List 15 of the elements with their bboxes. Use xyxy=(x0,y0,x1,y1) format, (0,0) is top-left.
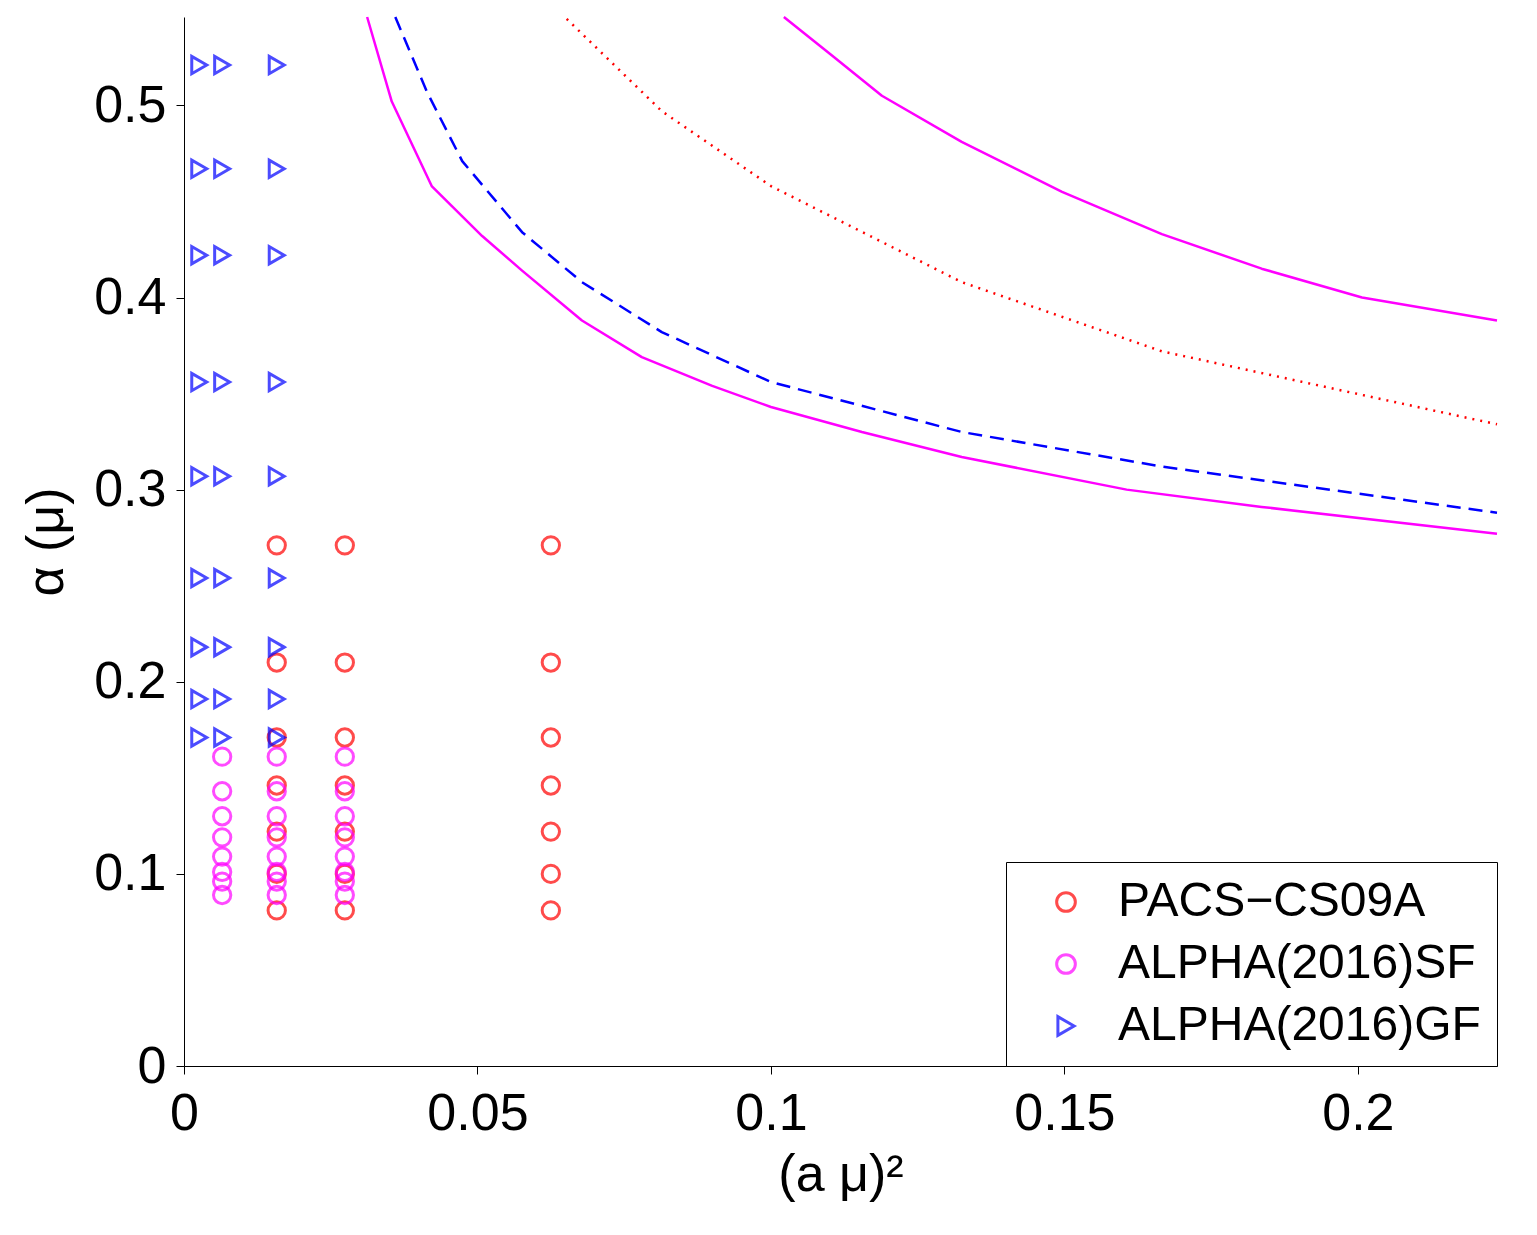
y-tick-label: 0.1 xyxy=(94,843,167,902)
y-tick-label: 0.2 xyxy=(94,651,167,710)
x-axis-title: (a μ)² xyxy=(778,1143,904,1202)
legend-label: PACS−CS09A xyxy=(1118,873,1426,926)
legend-label: ALPHA(2016)SF xyxy=(1118,935,1476,988)
x-tick-label: 0.05 xyxy=(427,1082,529,1141)
x-tick-label: 0.1 xyxy=(735,1082,808,1141)
x-tick-label: 0.2 xyxy=(1322,1082,1395,1141)
y-tick-label: 0.4 xyxy=(94,267,167,325)
legend-label: ALPHA(2016)GF xyxy=(1118,997,1481,1050)
y-axis-title: α (μ) xyxy=(16,487,75,597)
y-tick-label: 0.5 xyxy=(94,74,167,133)
y-tick-label: 0.3 xyxy=(94,459,167,518)
y-tick-label: 0 xyxy=(137,1035,167,1094)
x-tick-label: 0.15 xyxy=(1014,1082,1116,1141)
